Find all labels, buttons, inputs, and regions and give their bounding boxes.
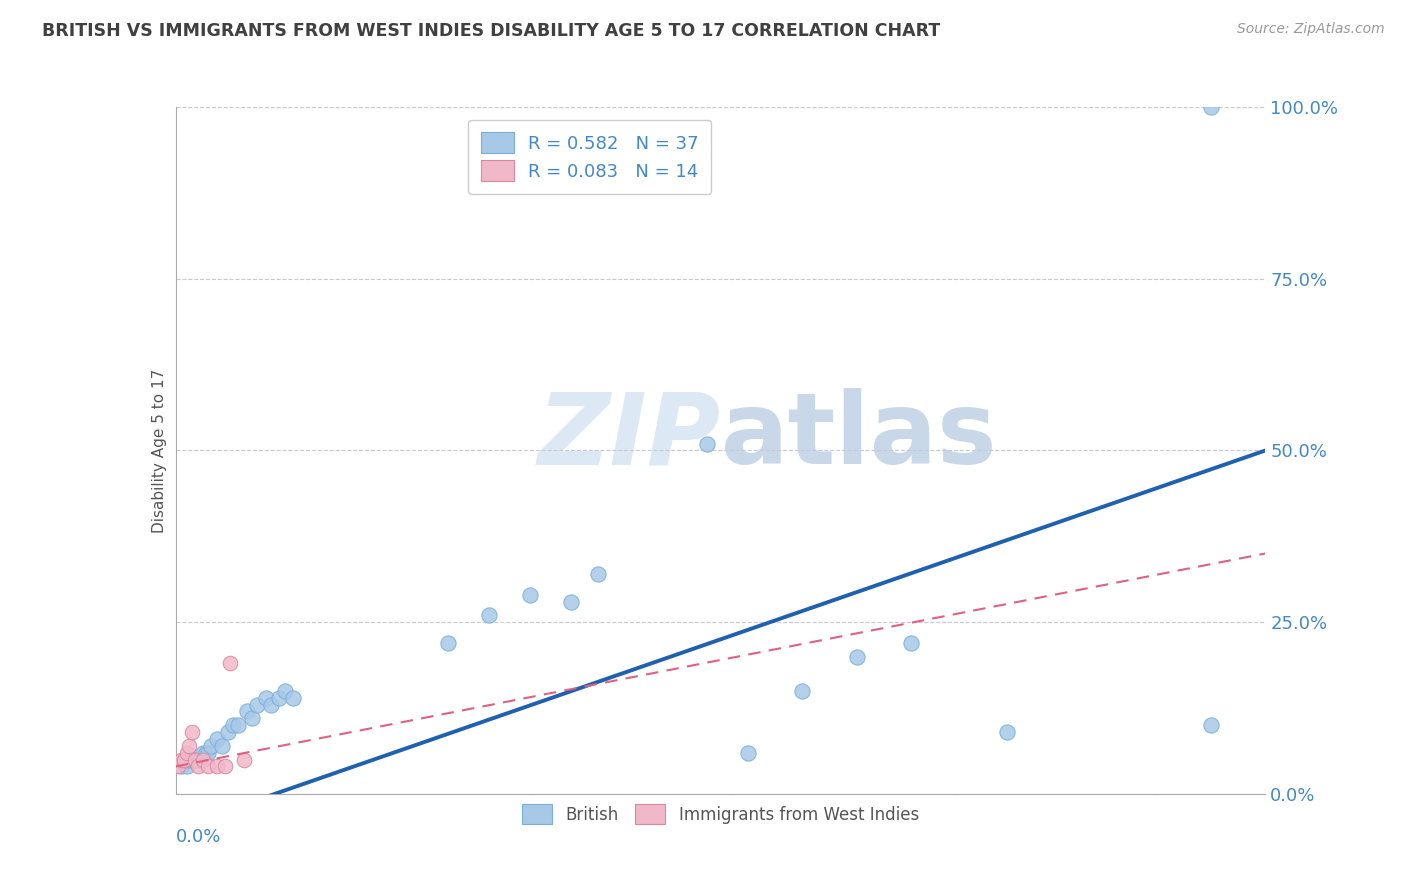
Point (170, 753, 193, 767)
Point (179, 739, 201, 753)
Point (179, 753, 201, 767)
Point (900, 636, 922, 650)
Point (560, 594, 582, 608)
Text: atlas: atlas (721, 388, 997, 485)
Point (254, 690, 277, 705)
Point (181, 753, 204, 767)
Point (260, 698, 283, 712)
Point (217, 725, 239, 739)
Point (1199, 718, 1222, 732)
Point (586, 567, 609, 582)
Point (437, 636, 460, 650)
Point (184, 753, 207, 767)
Point (197, 759, 219, 773)
Point (845, 649, 868, 664)
Text: ZIP: ZIP (537, 388, 721, 485)
Point (181, 725, 204, 739)
Point (995, 725, 1018, 739)
Point (205, 759, 228, 773)
Point (519, 588, 541, 602)
Point (222, 718, 245, 732)
Point (186, 753, 209, 767)
Point (246, 698, 269, 712)
Text: Source: ZipAtlas.com: Source: ZipAtlas.com (1237, 22, 1385, 37)
Point (200, 739, 222, 753)
Point (792, 683, 814, 698)
Point (228, 718, 250, 732)
Point (696, 436, 718, 450)
Point (191, 753, 214, 767)
Point (1199, 100, 1222, 114)
Text: 0.0%: 0.0% (176, 828, 221, 847)
Point (235, 705, 257, 719)
Point (186, 759, 209, 773)
Point (211, 739, 233, 753)
Point (191, 746, 214, 760)
Point (176, 759, 198, 773)
Point (167, 759, 190, 773)
Point (240, 711, 263, 725)
Text: BRITISH VS IMMIGRANTS FROM WEST INDIES DISABILITY AGE 5 TO 17 CORRELATION CHART: BRITISH VS IMMIGRANTS FROM WEST INDIES D… (42, 22, 941, 40)
Y-axis label: Disability Age 5 to 17: Disability Age 5 to 17 (152, 368, 167, 533)
Point (176, 746, 198, 760)
Point (173, 753, 195, 767)
Point (219, 657, 242, 671)
Point (269, 690, 291, 705)
Legend: British, Immigrants from West Indies: British, Immigrants from West Indies (512, 795, 929, 834)
Point (214, 759, 236, 773)
Point (737, 746, 759, 760)
Point (478, 608, 501, 623)
Point (232, 753, 254, 767)
Point (184, 753, 207, 767)
Point (205, 731, 228, 746)
Point (194, 746, 217, 760)
Point (274, 683, 297, 698)
Point (197, 746, 219, 760)
Point (173, 753, 195, 767)
Point (188, 753, 211, 767)
Point (281, 690, 304, 705)
Point (170, 759, 193, 773)
